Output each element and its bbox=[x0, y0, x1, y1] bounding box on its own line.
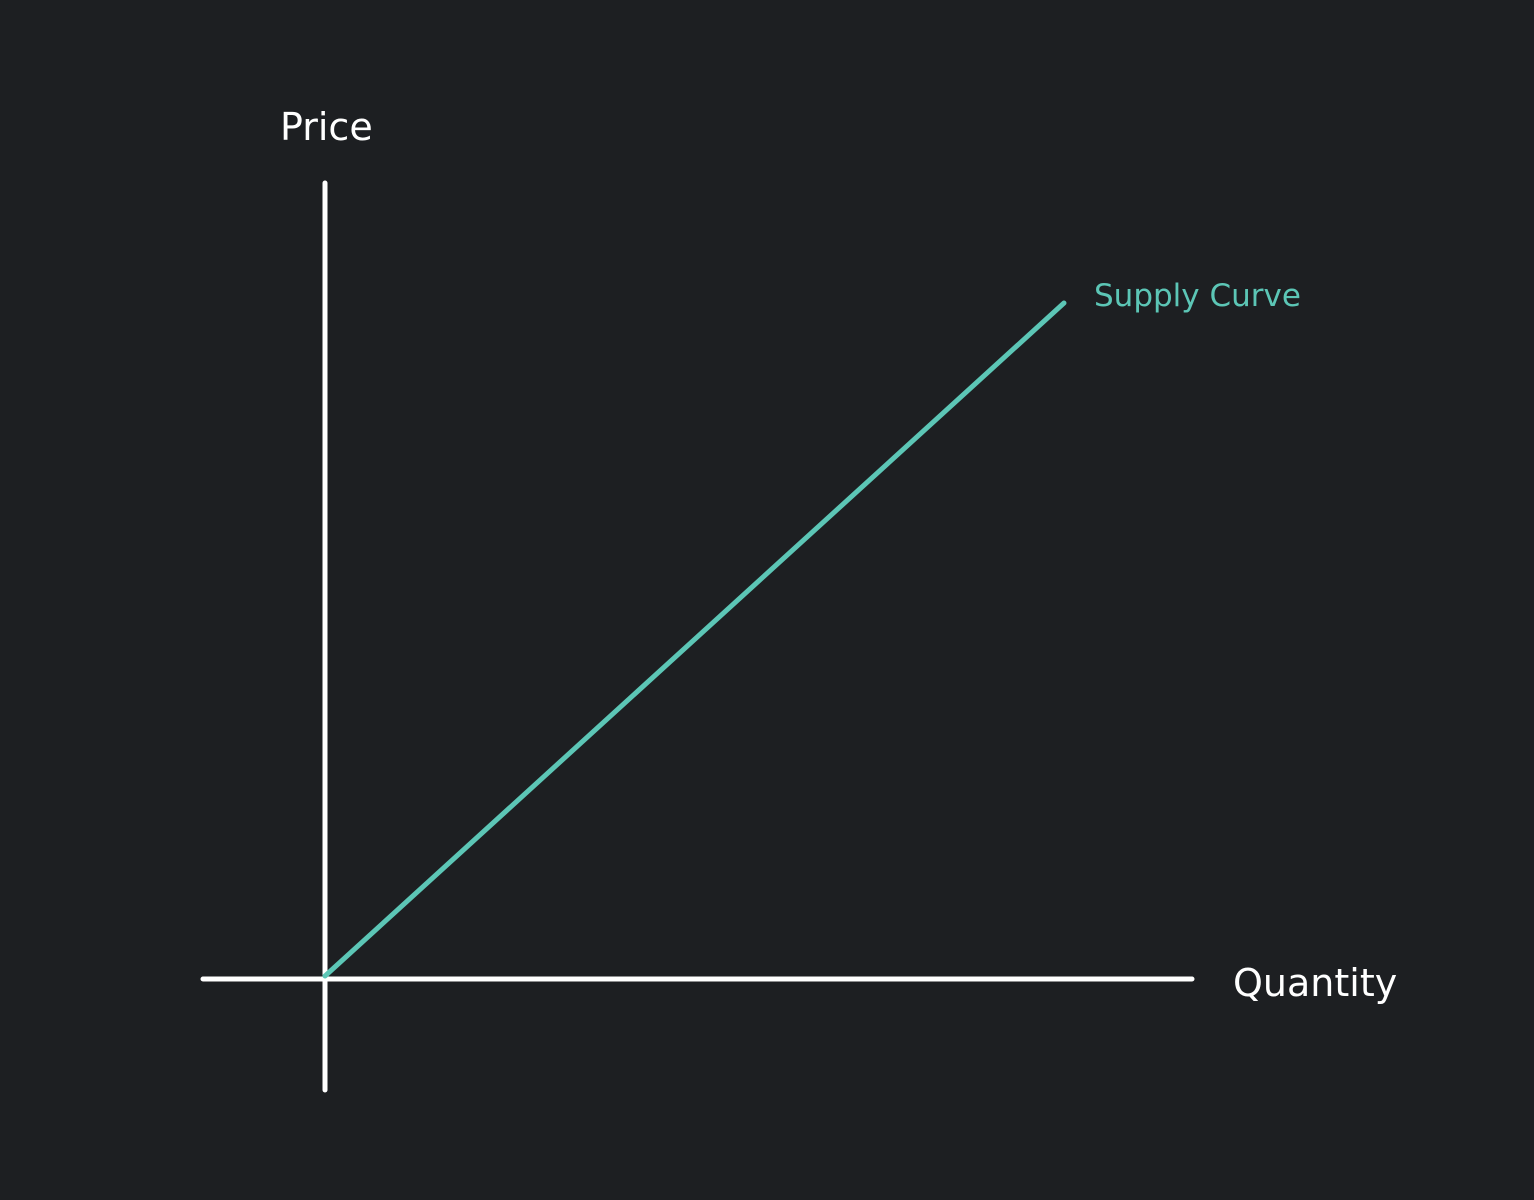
supply-curve-line bbox=[322, 300, 1067, 979]
supply-curve-label: Supply Curve bbox=[1094, 278, 1301, 314]
y-axis-label: Price bbox=[280, 105, 373, 149]
x-axis-label: Quantity bbox=[1233, 961, 1397, 1005]
